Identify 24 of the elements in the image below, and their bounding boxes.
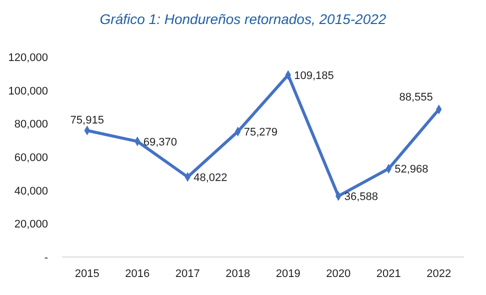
y-tick-label: 60,000	[14, 152, 48, 164]
data-label: 48,022	[194, 172, 228, 184]
data-label: 75,915	[70, 114, 104, 126]
data-label: 36,588	[344, 191, 378, 204]
y-tick-label: 80,000	[14, 118, 48, 131]
data-label: 52,968	[394, 164, 428, 176]
y-tick-label: -	[44, 252, 48, 264]
y-tick-label: 20,000	[14, 218, 48, 231]
data-label: 88,555	[399, 91, 433, 104]
x-tick-label: 2018	[226, 268, 250, 280]
x-tick-label: 2020	[326, 268, 351, 280]
x-tick-label: 2017	[175, 268, 200, 280]
x-tick-label: 2019	[276, 268, 300, 280]
y-tick-label: 120,000	[8, 52, 48, 64]
chart-title: Gráfico 1: Hondureños retornados, 2015-2022	[100, 11, 386, 27]
x-tick-label: 2021	[376, 268, 401, 280]
x-tick-label: 2015	[74, 268, 100, 280]
data-label: 69,370	[143, 136, 178, 148]
data-label: 75,279	[244, 126, 278, 139]
data-label: 109,185	[294, 70, 334, 82]
x-tick-label: 2022	[426, 268, 452, 280]
y-tick-label: 100,000	[8, 85, 48, 98]
x-tick-label: 2016	[125, 268, 150, 280]
y-tick-label: 40,000	[14, 185, 48, 198]
